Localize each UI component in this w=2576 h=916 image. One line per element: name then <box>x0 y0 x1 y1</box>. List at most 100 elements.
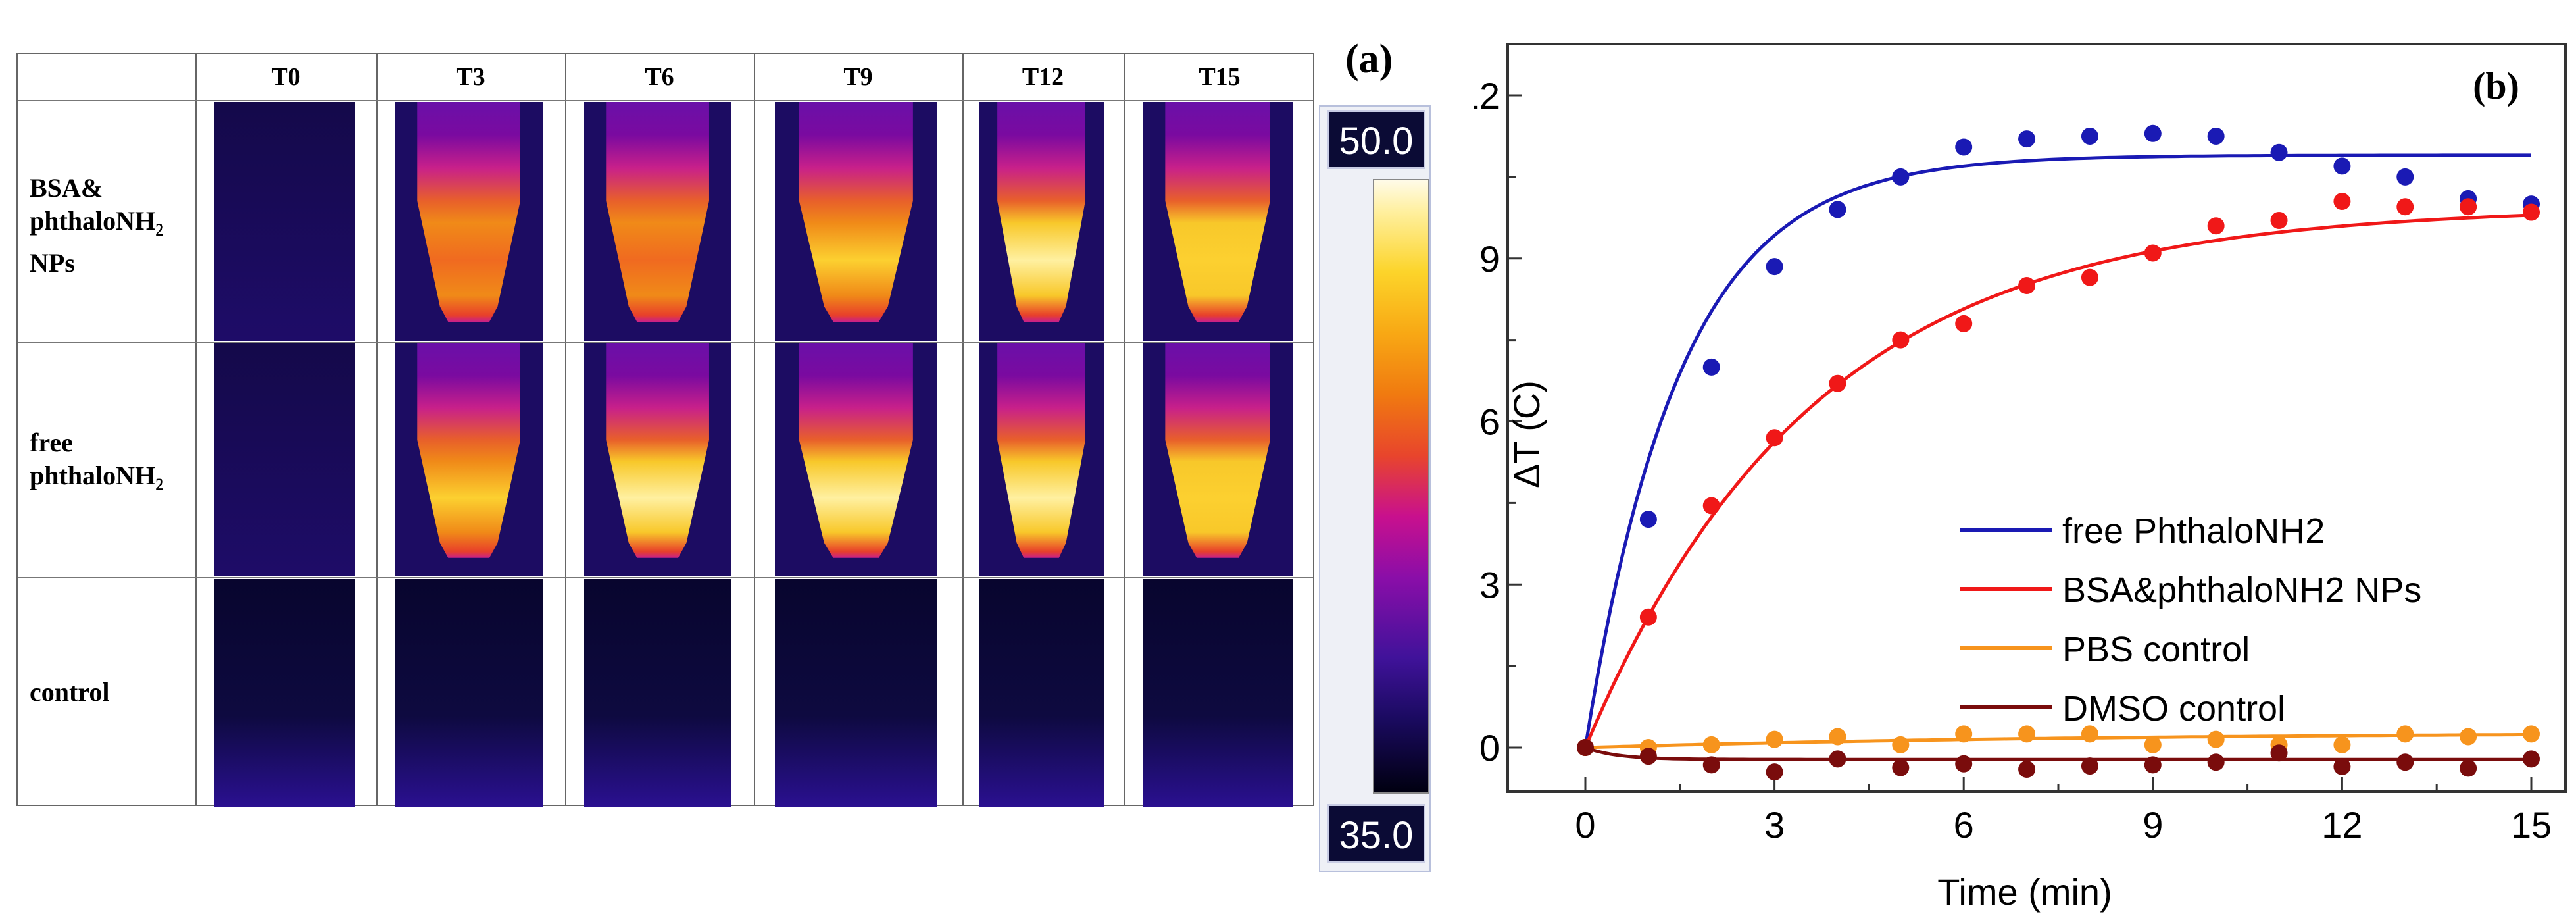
data-point <box>1702 497 1720 515</box>
x-tick-label: 9 <box>2143 804 2163 846</box>
data-point <box>1766 429 1783 447</box>
panel-b-label: (b) <box>2473 64 2519 107</box>
data-point <box>2144 124 2162 142</box>
data-point <box>1892 331 1910 349</box>
data-point <box>2018 725 2036 743</box>
data-point <box>2396 725 2414 743</box>
data-point <box>1639 608 1657 626</box>
data-point <box>2207 753 2225 771</box>
data-point <box>2207 730 2225 748</box>
thermal-image <box>395 344 543 576</box>
table-divider <box>754 54 755 805</box>
colorbar-min-label: 35.0 <box>1327 804 1425 863</box>
data-point <box>1766 258 1783 276</box>
x-tick-label: 15 <box>2511 804 2552 846</box>
panel-a-label: (a) <box>1345 37 1393 82</box>
row-label-line: phthaloNH <box>30 205 156 236</box>
data-point <box>1892 736 1910 753</box>
subscript: 2 <box>155 220 164 240</box>
data-point <box>2081 725 2098 743</box>
y-tick-label: 0 <box>1479 727 1500 769</box>
data-point <box>2207 127 2225 145</box>
heated-tube <box>997 102 1085 322</box>
colorbar-gradient <box>1373 179 1429 794</box>
legend-label: PBS control <box>2062 630 2250 669</box>
data-point <box>1829 750 1846 768</box>
fit-curve-3 <box>1585 746 2531 761</box>
data-point <box>2460 198 2477 216</box>
data-point <box>1577 739 1594 756</box>
thermal-image <box>213 579 355 807</box>
data-point <box>1702 358 1720 376</box>
thermal-image <box>583 344 731 576</box>
colorbar-max-label: 50.0 <box>1327 110 1425 169</box>
data-point <box>2081 268 2098 286</box>
data-point <box>2523 203 2540 221</box>
plot-frame <box>1506 43 2567 793</box>
data-point <box>2018 761 2036 778</box>
thermal-image <box>978 579 1104 807</box>
table-divider <box>376 54 378 805</box>
thermal-image <box>583 579 731 807</box>
table-divider <box>18 577 1313 578</box>
data-point <box>1766 763 1783 781</box>
column-header: T0 <box>271 63 301 91</box>
data-point <box>2333 736 2351 753</box>
data-point <box>2523 750 2540 768</box>
fit-curve-0 <box>1583 153 2531 748</box>
x-tick-label: 0 <box>1575 804 1595 846</box>
thermal-image <box>213 102 355 341</box>
heated-tube <box>799 344 913 558</box>
data-point <box>2144 736 2162 753</box>
table-divider <box>18 342 1313 343</box>
table-divider <box>962 54 964 805</box>
data-point <box>2144 244 2162 262</box>
column-header: T3 <box>456 63 485 91</box>
fit-curve-1 <box>1583 213 2532 748</box>
table-divider <box>18 100 1313 101</box>
data-point <box>2396 198 2414 216</box>
y-axis-label: ΔT (C) <box>1506 380 1547 488</box>
row-label-line: free <box>30 428 73 457</box>
heated-tube <box>997 344 1085 558</box>
data-point <box>1892 759 1910 776</box>
data-point <box>2460 728 2477 746</box>
row-label: control <box>30 676 109 709</box>
thermal-image <box>1143 102 1293 341</box>
data-point <box>1829 201 1846 218</box>
fit-curve-2 <box>1585 732 2532 750</box>
data-point <box>2396 168 2414 186</box>
x-tick-label: 12 <box>2321 804 2362 846</box>
data-point <box>1766 730 1783 748</box>
thermal-image <box>978 344 1104 576</box>
column-header: T6 <box>645 63 674 91</box>
heated-tube <box>1165 344 1270 558</box>
thermal-image <box>774 102 937 341</box>
thermal-image-table: T0 T3 T6 T9 T12 T15 BSA& phthaloNH2 NPs free phtha… <box>16 53 1314 807</box>
heated-tube <box>1165 102 1270 322</box>
data-point <box>2270 143 2288 161</box>
row-label: free phthaloNH2 <box>30 426 164 501</box>
x-axis-label: Time (min) <box>1937 871 2112 913</box>
data-point <box>2460 759 2477 777</box>
temperature-colorbar: 50.0 35.0 <box>1319 105 1431 872</box>
data-point <box>2270 211 2288 229</box>
data-point <box>2081 127 2098 145</box>
data-point <box>1702 756 1720 774</box>
data-point <box>1955 755 1973 773</box>
data-point <box>2396 753 2414 771</box>
data-point <box>2018 130 2036 148</box>
row-label-line: phthaloNH <box>30 461 156 490</box>
table-divider <box>195 54 197 805</box>
thermal-image <box>395 579 543 807</box>
y-tick-label: 12 <box>1474 75 1500 116</box>
row-label-line: BSA& <box>30 172 103 203</box>
data-point <box>2081 757 2098 775</box>
data-point <box>2523 725 2540 743</box>
row-label-line: NPs <box>30 247 75 278</box>
thermal-image <box>583 102 731 341</box>
thermal-image <box>774 344 937 576</box>
data-point <box>1829 728 1846 746</box>
heated-tube <box>417 344 520 558</box>
data-point <box>1829 374 1846 392</box>
